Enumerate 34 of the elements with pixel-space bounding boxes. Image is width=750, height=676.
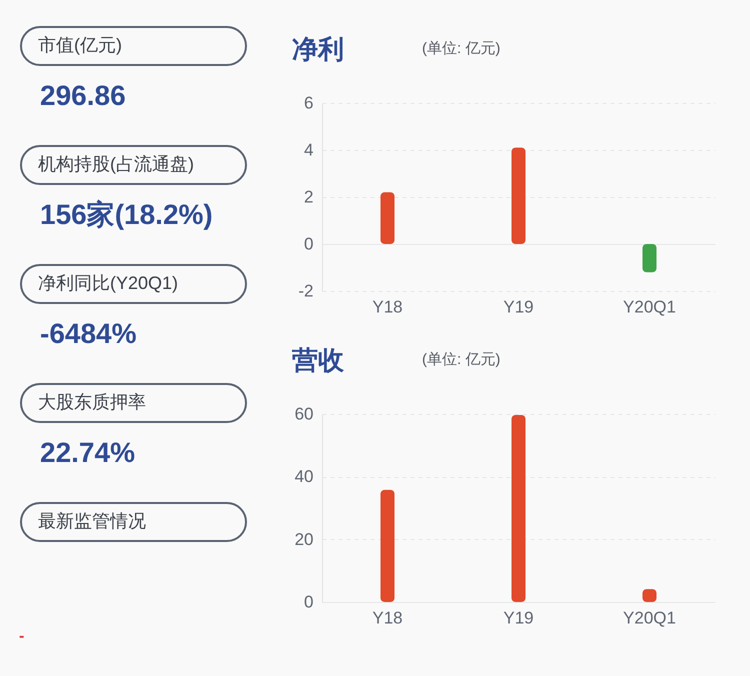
- text: 最新监管情况: [38, 511, 146, 531]
- y-tick-label: 0: [304, 592, 314, 612]
- x-tick-label: Y19: [503, 608, 534, 628]
- text: -6484%: [40, 318, 137, 349]
- y-tick-label: 20: [294, 530, 314, 549]
- bar: [642, 244, 656, 272]
- y-tick-label: 4: [304, 140, 314, 160]
- x-tick-label: Y19: [503, 298, 534, 316]
- bar: [380, 192, 394, 244]
- y-tick-label: -2: [298, 282, 314, 300]
- y-tick-label: 2: [304, 188, 314, 206]
- chart-title: 营收: [291, 345, 345, 375]
- x-tick-label: Y18: [372, 608, 403, 628]
- x-tick-label: Y20Q1: [623, 608, 676, 628]
- text: -: [19, 628, 24, 645]
- text: 296.86: [40, 80, 126, 111]
- text: 机构持股(占流通盘): [38, 154, 194, 174]
- bar: [512, 414, 526, 602]
- text: 净利同比(Y20Q1): [38, 273, 178, 293]
- y-tick-label: 0: [304, 234, 314, 254]
- chart-subtitle: (单位: 亿元): [422, 351, 500, 368]
- y-tick-label: 40: [294, 467, 314, 486]
- x-tick-label: Y18: [372, 298, 403, 316]
- text: 156家(18.2%): [40, 199, 213, 230]
- text: 22.74%: [40, 437, 136, 468]
- bar: [512, 148, 526, 244]
- chart-subtitle: (单位: 亿元): [422, 40, 500, 57]
- bar: [380, 490, 394, 602]
- y-tick-label: 6: [304, 94, 314, 112]
- chart-title: 净利: [292, 34, 344, 64]
- y-tick-label: 60: [294, 404, 314, 424]
- x-tick-label: Y20Q1: [623, 298, 676, 316]
- text: 市值(亿元): [38, 35, 122, 55]
- text: 大股东质押率: [38, 392, 146, 412]
